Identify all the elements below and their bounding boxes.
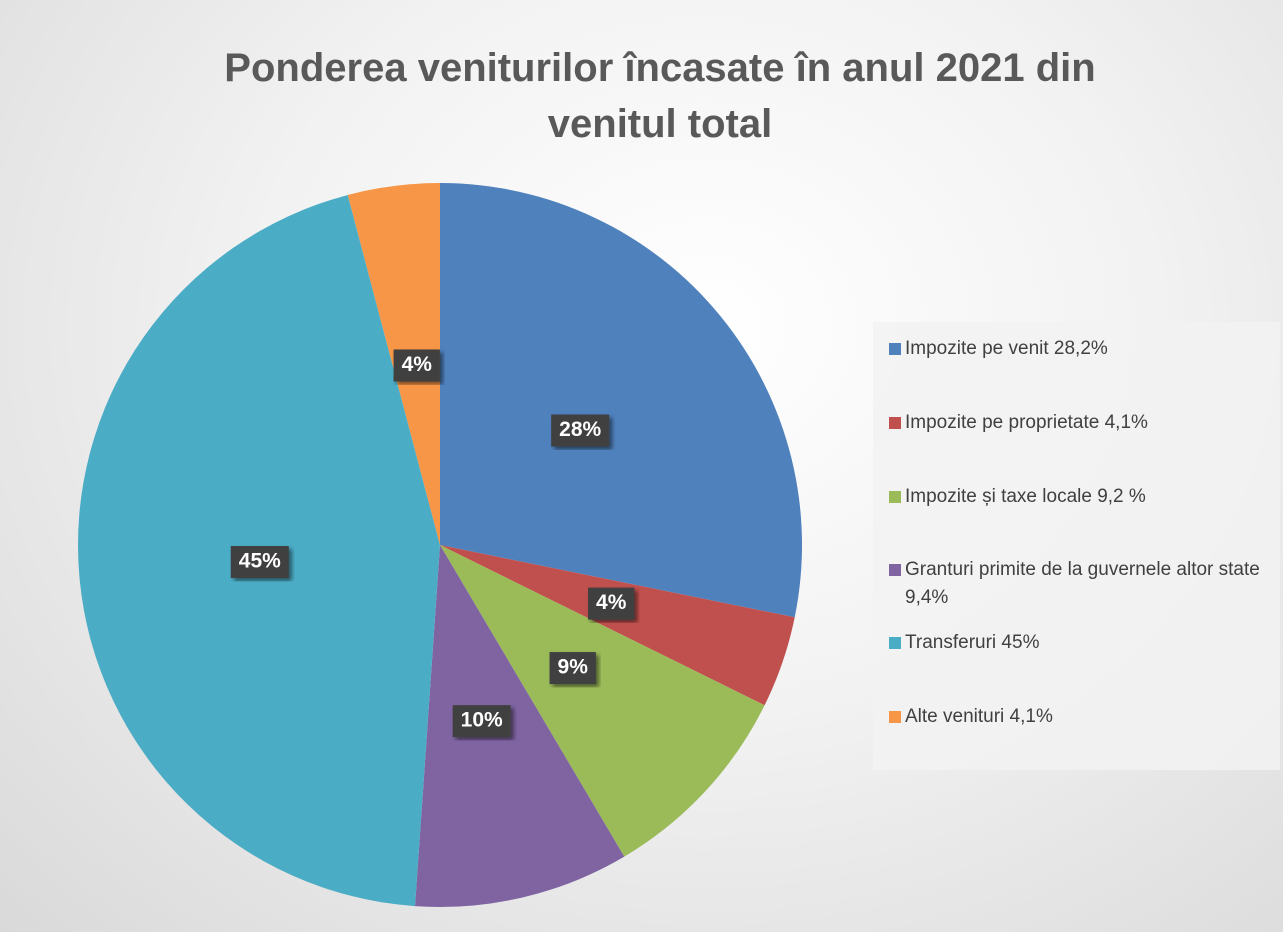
legend-label: Impozite pe venit 28,2%: [905, 338, 1108, 359]
legend-label: Impozite și taxe locale 9,2 %: [905, 486, 1146, 507]
data-label-text: 4%: [402, 353, 433, 376]
legend: Impozite pe venit 28,2% Impozite pe propr…: [873, 322, 1280, 770]
data-label-box: [551, 414, 610, 447]
legend-label: Granturi primite de la guvernele altor s…: [905, 559, 1260, 608]
data-label-text: 4%: [596, 591, 627, 614]
data-label-text: 45%: [239, 550, 281, 573]
data-label: 28%: [551, 414, 610, 447]
legend-swatch: [889, 417, 901, 429]
legend-swatch: [889, 711, 901, 723]
legend-item: Impozite și taxe locale 9,2 %: [889, 483, 1269, 511]
data-label-box: [230, 546, 289, 579]
legend-item: Alte venituri 4,1%: [889, 703, 1269, 731]
legend-swatch: [889, 564, 901, 576]
data-label-box: [393, 349, 440, 382]
data-label-box: [452, 705, 511, 738]
data-label: 4%: [393, 349, 440, 382]
pie-slice: [415, 545, 625, 908]
pie-slice: [440, 545, 795, 706]
data-label-box: [588, 587, 635, 620]
data-label: 10%: [452, 705, 511, 738]
legend-label: Impozite pe proprietate 4,1%: [905, 412, 1148, 433]
data-label: 45%: [230, 546, 289, 579]
legend-item: Transferuri 45%: [889, 629, 1269, 657]
data-label-text: 28%: [559, 418, 601, 441]
legend-label: Alte venituri 4,1%: [905, 706, 1053, 727]
chart-title: Ponderea veniturilor încasate în anul 20…: [224, 46, 1096, 146]
legend-swatch: [889, 343, 901, 355]
legend-item: Granturi primite de la guvernele altor s…: [889, 556, 1269, 612]
legend-item: Impozite pe proprietate 4,1%: [889, 409, 1269, 437]
data-label-box: [549, 652, 596, 685]
legend-swatch: [889, 491, 901, 503]
pie-area: 28% 4% 9% 10% 45% 4%: [77, 183, 802, 908]
legend-item: Impozite pe venit 28,2%: [889, 335, 1269, 363]
pie-slice: [440, 545, 765, 857]
legend-swatch: [889, 637, 901, 649]
legend-label: Transferuri 45%: [905, 632, 1040, 653]
data-label-text: 9%: [558, 656, 589, 679]
data-label: 4%: [588, 587, 635, 620]
data-label-text: 10%: [461, 709, 503, 732]
pie-slice: [440, 183, 802, 618]
data-label: 9%: [549, 652, 596, 685]
